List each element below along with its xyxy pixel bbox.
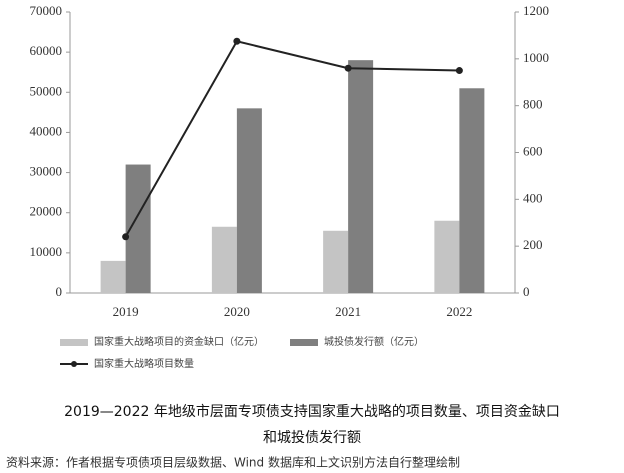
y-tick-label: 60000 bbox=[30, 43, 63, 58]
point bbox=[455, 67, 463, 75]
point bbox=[233, 37, 241, 45]
x-tick-label: 2021 bbox=[335, 304, 361, 319]
caption: 2019—2022 年地级市层面专项债支持国家重大战略的项目数量、项目资金缺口 bbox=[64, 403, 560, 420]
y-tick-label: 50000 bbox=[30, 83, 63, 98]
y2-tick-label: 800 bbox=[523, 97, 543, 112]
y2-tick-label: 0 bbox=[523, 284, 530, 299]
x-tick-label: 2019 bbox=[113, 304, 139, 319]
y-tick-label: 40000 bbox=[30, 123, 63, 138]
y-tick-label: 30000 bbox=[30, 164, 63, 179]
legend-swatch bbox=[60, 339, 88, 346]
line bbox=[124, 40, 460, 238]
legend-label: 城投债发行额（亿元） bbox=[324, 335, 424, 348]
y-tick-label: 20000 bbox=[30, 204, 63, 219]
bar bbox=[459, 88, 485, 294]
legend-marker bbox=[71, 361, 77, 367]
y-tick-label: 0 bbox=[56, 284, 63, 299]
x-tick-label: 2022 bbox=[446, 304, 472, 319]
bar bbox=[100, 260, 126, 293]
legend-label: 国家重大战略项目的资金缺口（亿元） bbox=[94, 335, 264, 348]
y2-tick-label: 1000 bbox=[523, 50, 549, 65]
bar bbox=[211, 226, 237, 293]
bar bbox=[236, 108, 262, 293]
point bbox=[122, 233, 130, 241]
source: 资料来源：作者根据专项债项目层级数据、Wind 数据库和上文识别方法自行整理绘制 bbox=[6, 455, 460, 470]
y2-tick-label: 400 bbox=[523, 190, 543, 205]
x-tick-label: 2020 bbox=[224, 304, 250, 319]
y-tick-label: 10000 bbox=[30, 244, 63, 259]
bar bbox=[348, 60, 374, 293]
bar bbox=[434, 220, 460, 293]
point bbox=[344, 64, 352, 72]
bar bbox=[323, 230, 349, 293]
legend-label: 国家重大战略项目数量 bbox=[94, 357, 194, 370]
caption: 和城投债发行额 bbox=[263, 430, 361, 446]
legend-swatch bbox=[290, 339, 318, 346]
y2-tick-label: 600 bbox=[523, 143, 543, 158]
y2-tick-label: 200 bbox=[523, 237, 543, 252]
y-tick-label: 70000 bbox=[30, 3, 63, 18]
y2-tick-label: 1200 bbox=[523, 3, 549, 18]
